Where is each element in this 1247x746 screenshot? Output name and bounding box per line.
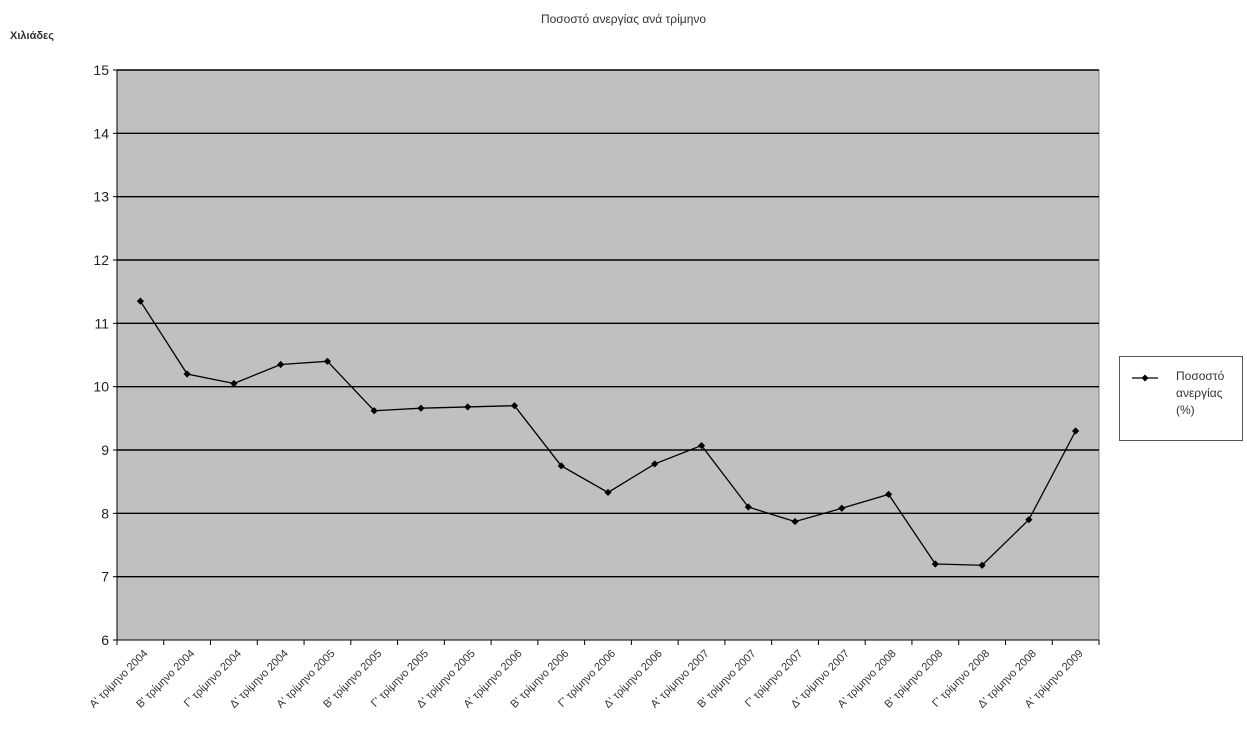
data-point	[791, 517, 799, 526]
y-tick-label: 10	[93, 379, 109, 395]
data-point	[1072, 427, 1080, 435]
data-point	[277, 360, 285, 369]
data-point	[183, 370, 191, 378]
y-tick-label: 14	[93, 125, 109, 141]
data-point	[230, 379, 238, 388]
data-point	[931, 560, 939, 568]
chart-title: Ποσοστό ανεργίας ανά τρίμηνο	[540, 12, 707, 26]
y-tick-label: 11	[94, 315, 109, 331]
series-layer	[136, 297, 1080, 569]
legend-series-label: Ποσοστό ανεργίας (%)	[1176, 369, 1225, 417]
data-point	[417, 404, 425, 412]
data-point	[510, 402, 519, 410]
data-point	[464, 403, 472, 411]
data-point	[651, 460, 659, 468]
data-point	[697, 441, 706, 450]
y-tick-label: 9	[101, 442, 109, 458]
data-point	[838, 504, 846, 512]
data-point	[978, 561, 986, 569]
plot-area	[116, 69, 1100, 641]
y-tick-label: 12	[93, 252, 109, 268]
y-axis-unit-label: Χιλιάδες	[10, 30, 54, 42]
data-point	[370, 407, 378, 415]
y-tick-label: 6	[101, 632, 109, 648]
data-point	[884, 490, 893, 498]
data-point	[323, 357, 332, 365]
y-tick-label: 15	[93, 62, 109, 78]
data-point	[744, 503, 752, 511]
legend: Ποσοστό ανεργίας (%)	[1119, 356, 1243, 441]
data-point	[1025, 516, 1033, 524]
data-point	[604, 488, 612, 497]
data-point	[557, 462, 565, 470]
gridlines	[117, 69, 1099, 578]
data-point	[136, 297, 144, 305]
y-tick-label: 7	[101, 569, 109, 585]
y-tick-label: 8	[101, 505, 109, 521]
y-tick-label: 13	[93, 189, 109, 205]
y-axis: 6 7 8 9 10 11 12 13 14 15	[93, 62, 118, 648]
legend-series-swatch	[1132, 374, 1158, 382]
